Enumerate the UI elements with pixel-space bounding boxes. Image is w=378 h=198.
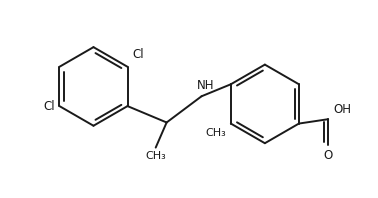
Text: NH: NH	[197, 79, 215, 92]
Text: Cl: Cl	[43, 100, 55, 113]
Text: O: O	[324, 149, 333, 162]
Text: CH₃: CH₃	[145, 151, 166, 161]
Text: Cl: Cl	[132, 48, 144, 61]
Text: OH: OH	[334, 103, 352, 116]
Text: CH₃: CH₃	[206, 128, 226, 138]
